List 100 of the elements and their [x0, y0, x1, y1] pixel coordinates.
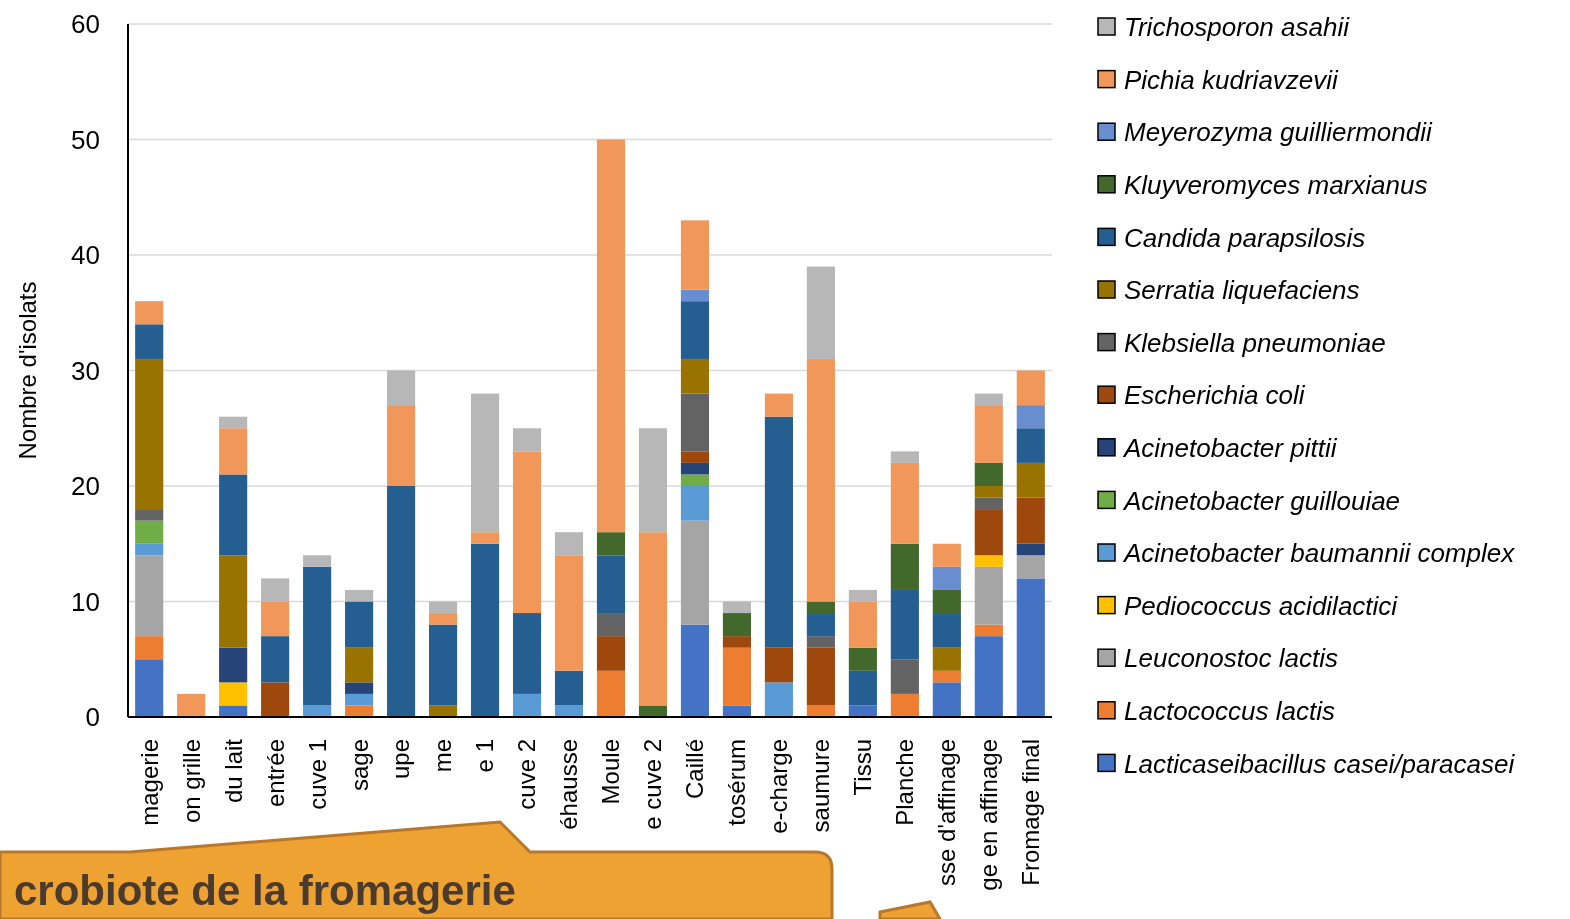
bar — [1016, 405, 1045, 429]
bar — [219, 555, 248, 648]
bar — [1016, 543, 1045, 556]
bar — [387, 405, 416, 486]
bar — [848, 705, 877, 717]
bar — [974, 405, 1003, 463]
text: crobiote de la fromagerie — [14, 867, 516, 914]
bar — [764, 682, 793, 717]
bar — [345, 682, 374, 694]
x-tick-label: Caillé — [681, 739, 709, 800]
legend-label: Lactococcus lactis — [1124, 695, 1335, 726]
bar — [722, 636, 751, 648]
bar — [974, 636, 1003, 717]
legend-label: Kluyveromyces marxianus — [1124, 169, 1428, 200]
bar — [722, 613, 751, 637]
bar — [596, 555, 626, 614]
bar — [512, 428, 542, 452]
x-tick-label: entrée — [261, 739, 289, 808]
y-tick-label: 10 — [71, 586, 100, 617]
x-tick-label: sage — [345, 739, 373, 792]
bar — [932, 589, 961, 614]
bar — [135, 520, 164, 544]
bar — [890, 451, 919, 463]
bar — [680, 462, 710, 475]
x-tick-label: Planche — [891, 739, 919, 826]
bar — [974, 497, 1003, 510]
x-tick-label: Moule — [597, 739, 625, 805]
bar — [1016, 497, 1045, 544]
bar — [554, 532, 584, 556]
bar — [890, 693, 919, 717]
bar — [429, 613, 458, 625]
bar — [135, 301, 164, 325]
bar — [512, 613, 542, 694]
legend-label: Pichia kudriavzevii — [1124, 64, 1340, 95]
bar — [680, 393, 710, 452]
x-tick-label: saumure — [807, 739, 835, 833]
bar — [1016, 428, 1045, 463]
bar — [135, 509, 164, 521]
bar — [848, 647, 877, 671]
x-tick-label: Fromage final — [1017, 739, 1045, 886]
bar — [890, 589, 919, 660]
bar — [806, 601, 835, 614]
x-tick-label: sse d'affinage — [933, 739, 961, 886]
bar — [345, 647, 374, 683]
bar — [680, 358, 710, 394]
x-tick-label: e 1 — [471, 739, 499, 773]
bar — [1016, 555, 1045, 579]
bar — [806, 636, 835, 648]
bar — [890, 543, 919, 590]
y-tick-label: 40 — [71, 240, 100, 271]
bar — [554, 555, 584, 671]
legend-label: Serratia liquefaciens — [1124, 275, 1360, 306]
legend-label: Klebsiella pneumoniae — [1124, 327, 1386, 358]
bar — [219, 428, 248, 475]
bar — [219, 705, 248, 717]
legend-label: Candida parapsilosis — [1124, 222, 1366, 253]
bar — [596, 532, 626, 556]
bar — [806, 705, 835, 717]
bar — [261, 636, 290, 683]
bar — [848, 589, 877, 602]
bar — [470, 532, 500, 544]
bar — [974, 462, 1003, 486]
bar — [261, 682, 290, 717]
bar — [1016, 578, 1045, 717]
bar — [974, 509, 1003, 556]
legend-label: Acinetobacter pittii — [1122, 432, 1338, 463]
legend-label: Leuconostoc lactis — [1124, 643, 1338, 674]
bar — [219, 474, 248, 556]
bar — [596, 613, 626, 637]
bar — [345, 693, 374, 706]
bar — [974, 486, 1003, 498]
bar — [219, 682, 248, 706]
x-tick-label: éhausse — [555, 739, 583, 830]
bar — [135, 324, 164, 359]
legend-label: Trichosporon asahii — [1124, 12, 1351, 43]
bar — [890, 462, 919, 544]
bar — [345, 601, 374, 648]
bar — [722, 601, 751, 614]
bar — [554, 670, 584, 706]
bar — [135, 358, 164, 510]
bar — [429, 705, 458, 717]
bar — [261, 601, 290, 637]
bar — [890, 659, 919, 694]
bar — [261, 578, 290, 602]
bar — [680, 474, 710, 486]
bar — [135, 636, 164, 660]
bar — [596, 636, 626, 671]
y-tick-label: 0 — [85, 702, 100, 733]
bar — [303, 555, 332, 567]
bar — [932, 613, 961, 648]
bar — [596, 139, 626, 533]
bar — [512, 451, 542, 614]
bar — [638, 532, 668, 706]
bar — [806, 358, 835, 602]
bar — [680, 220, 710, 290]
bar — [932, 670, 961, 683]
bar — [680, 289, 710, 302]
y-tick-label: 50 — [71, 124, 100, 155]
bar — [974, 393, 1003, 406]
bar — [806, 613, 835, 637]
